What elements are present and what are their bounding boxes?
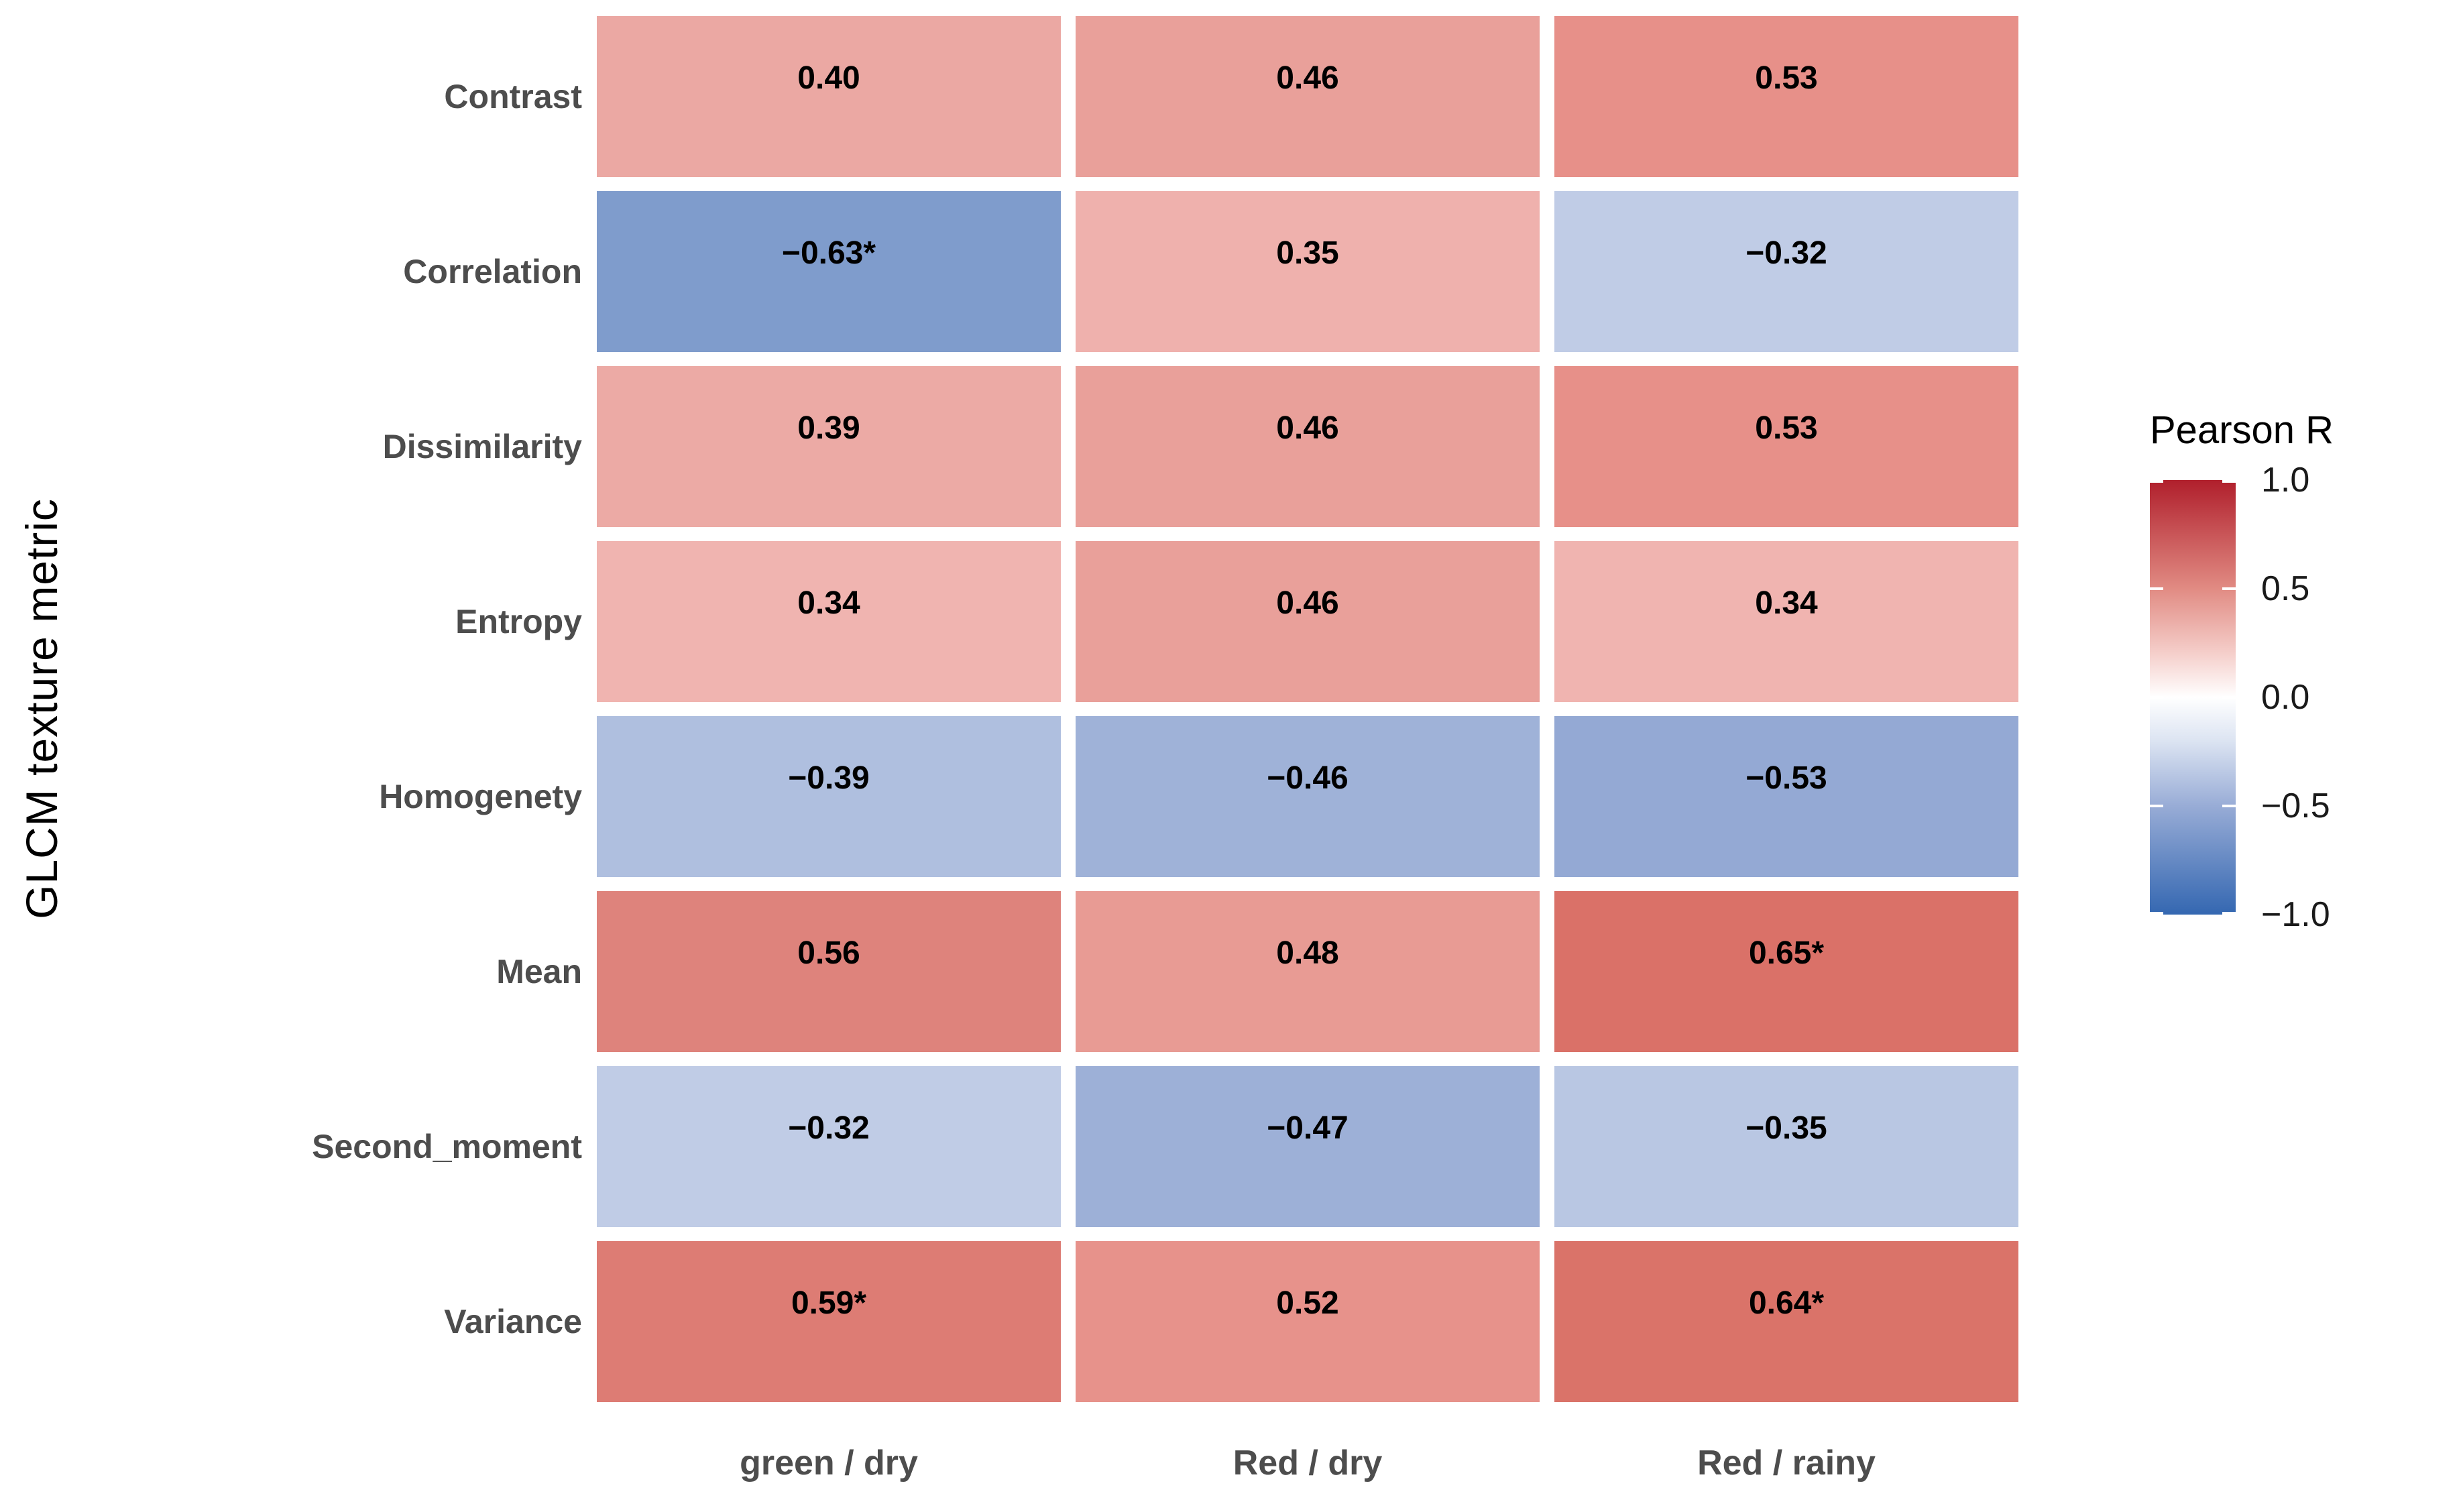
y-tick-label: Mean [496,953,582,990]
colorbar-tick-mark [2222,480,2236,483]
colorbar-tick-mark [2222,587,2236,590]
cell-value: 0.35 [1276,235,1339,271]
cell-value: −0.32 [1745,235,1827,271]
heatmap-cell: 0.53 [1554,16,2018,177]
legend-tick-label: −0.5 [2261,787,2330,825]
y-tick-label: Entropy [455,603,582,640]
heatmap-cell: −0.32 [1554,191,2018,352]
cell-value: 0.59* [791,1285,867,1321]
legend-tick-label: 0.0 [2261,678,2310,717]
cell-value: −0.39 [788,760,870,796]
colorbar-legend: Pearson R 1.0 0.5 0.0 −0.5 −1.0 [2150,408,2334,934]
cell-value: −0.63* [781,235,876,271]
y-tick-label: Homogenety [379,778,582,815]
legend-title: Pearson R [2150,408,2334,452]
heatmap-cell: 0.48 [1076,891,1540,1052]
heatmap-cell: 0.46 [1076,541,1540,702]
heatmap-cell: 0.46 [1076,16,1540,177]
cell-value: 0.39 [797,410,860,446]
cell-value: 0.53 [1755,60,1818,96]
heatmap-cell: 0.40 [597,16,1061,177]
colorbar-tick-mark [2150,480,2163,483]
cell-value: 0.46 [1276,60,1339,96]
colorbar-tick-mark [2150,696,2163,699]
cell-value: 0.53 [1755,410,1818,446]
colorbar-tick-mark [2150,912,2163,915]
cell-value: 0.34 [1755,585,1818,621]
legend-tick-label: 0.5 [2261,569,2310,608]
x-tick-label: Red / dry [1233,1444,1383,1482]
colorbar-tick-mark [2150,805,2163,807]
colorbar-tick-mark [2222,805,2236,807]
heatmap-cell: 0.59* [597,1241,1061,1402]
heatmap-cell: 0.65* [1554,891,2018,1052]
cell-value: 0.46 [1276,585,1339,621]
cell-value: 0.48 [1276,935,1339,971]
cell-value: 0.52 [1276,1285,1339,1321]
heatmap-cell: −0.46 [1076,716,1540,877]
heatmap-cell: 0.56 [597,891,1061,1052]
colorbar-tick-mark [2222,696,2236,699]
cell-value: 0.34 [797,585,860,621]
cell-value: 0.64* [1748,1285,1825,1321]
legend-tick-label: −1.0 [2261,895,2330,934]
y-tick-label: Dissimilarity [382,428,582,465]
cell-value: −0.47 [1267,1110,1349,1146]
axis-corner-spacer [0,1416,582,1510]
heatmap-cell: 0.53 [1554,366,2018,527]
cell-value: −0.53 [1745,760,1827,796]
heatmap-cell: 0.64* [1554,1241,2018,1402]
heatmap-cell: 0.35 [1076,191,1540,352]
cell-value: −0.46 [1267,760,1349,796]
heatmap-cell: −0.53 [1554,716,2018,877]
heatmap-cell: −0.63* [597,191,1061,352]
heatmap-cell: 0.52 [1076,1241,1540,1402]
heatmap-grid: Contrast 0.40 0.46 0.53 Correlation −0.63* 0.3… [0,16,2018,1510]
cell-value: 0.56 [797,935,860,971]
x-tick-label: green / dry [740,1444,918,1482]
legend-tick-label: 1.0 [2261,461,2310,500]
heatmap-cell: 0.34 [1554,541,2018,702]
heatmap-cell: −0.47 [1076,1066,1540,1227]
colorbar-tick-mark [2150,587,2163,590]
colorbar-tick-mark [2222,912,2236,915]
heatmap-cell: 0.34 [597,541,1061,702]
x-tick-label: Red / rainy [1697,1444,1876,1482]
y-tick-label: Correlation [403,253,582,290]
y-tick-label: Variance [444,1303,582,1340]
heatmap-cell: 0.39 [597,366,1061,527]
heatmap-cell: −0.32 [597,1066,1061,1227]
y-tick-label: Second_moment [312,1128,582,1165]
cell-value: 0.40 [797,60,860,96]
heatmap-cell: −0.35 [1554,1066,2018,1227]
cell-value: 0.46 [1276,410,1339,446]
cell-value: −0.32 [788,1110,870,1146]
colorbar-gradient [2150,480,2236,915]
heatmap-cell: −0.39 [597,716,1061,877]
cell-value: 0.65* [1748,935,1825,971]
heatmap-cell: 0.46 [1076,366,1540,527]
cell-value: −0.35 [1745,1110,1827,1146]
y-tick-label: Contrast [444,78,582,115]
